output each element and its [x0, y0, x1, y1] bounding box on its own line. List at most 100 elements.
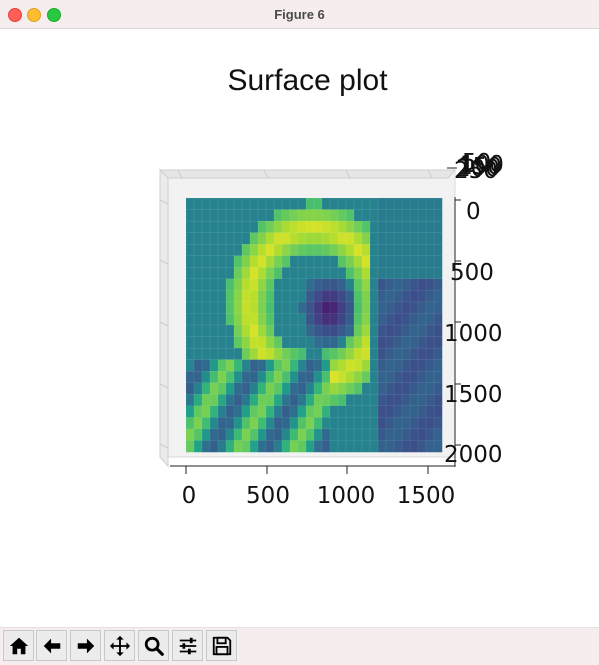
surface-cell: [217, 324, 227, 338]
surface-cell: [377, 232, 387, 245]
surface-cell: [257, 370, 267, 384]
surface-cell: [305, 324, 315, 338]
maximize-window-button[interactable]: [47, 8, 61, 22]
surface-cell: [249, 313, 259, 326]
surface-cell: [313, 440, 323, 453]
surface-cell: [353, 347, 363, 361]
surface-cell: [209, 209, 219, 222]
surface-cell: [305, 382, 315, 395]
surface-cell: [353, 243, 363, 257]
zoom-button[interactable]: [138, 630, 169, 661]
surface-cell: [241, 209, 251, 222]
surface-cell: [193, 347, 203, 361]
surface-cell: [377, 220, 387, 234]
surface-cell: [425, 347, 435, 361]
surface-cell: [377, 440, 387, 453]
configure-subplots-button[interactable]: [172, 630, 203, 661]
surface-cell: [417, 290, 427, 303]
surface-cell: [401, 313, 411, 326]
surface-cell: [377, 347, 387, 361]
surface-cell: [345, 324, 355, 338]
surface-cell: [241, 243, 251, 257]
surface-cell: [393, 232, 403, 245]
surface-cell: [329, 209, 339, 222]
surface-cell: [265, 232, 275, 245]
home-button[interactable]: [3, 630, 34, 661]
surface-cell: [345, 417, 355, 430]
surface-cell: [401, 394, 411, 407]
surface-cell: [417, 313, 427, 326]
surface-cell: [337, 394, 347, 407]
surface-cell: [433, 313, 443, 326]
close-window-button[interactable]: [8, 8, 22, 22]
surface-cell: [233, 405, 243, 418]
surface-cell: [361, 301, 371, 314]
surface-cell: [257, 220, 267, 234]
surface-cell: [393, 405, 403, 418]
surface-cell: [225, 336, 235, 349]
surface-cell: [433, 232, 443, 245]
surface-cell: [321, 382, 331, 395]
surface-cell: [433, 290, 443, 303]
surface-cell: [361, 313, 371, 326]
surface-cell: [361, 209, 371, 222]
surface-cell: [265, 267, 275, 280]
surface-cell: [417, 440, 427, 453]
surface-cell: [337, 370, 347, 384]
surface-cell: [385, 336, 395, 349]
surface-cell: [225, 347, 235, 361]
surface-cell: [305, 255, 315, 268]
surface-cell: [249, 267, 259, 280]
minimize-window-button[interactable]: [27, 8, 41, 22]
surface-cell: [377, 313, 387, 326]
surface-cell: [209, 313, 219, 326]
surface-cell: [409, 336, 419, 349]
surface-cell: [377, 382, 387, 395]
surface-cell: [257, 394, 267, 407]
surface-cell: [417, 243, 427, 257]
surface-cell: [209, 417, 219, 430]
save-button[interactable]: [206, 630, 237, 661]
surface-cell: [385, 197, 395, 211]
surface-cell: [241, 394, 251, 407]
surface-cell: [257, 267, 267, 280]
surface-cell: [209, 428, 219, 441]
surface-cell: [329, 232, 339, 245]
surface-cell: [313, 290, 323, 303]
surface-cell: [297, 359, 307, 372]
surface-cell: [193, 382, 203, 395]
surface-cell: [289, 370, 299, 384]
surface-cell: [225, 324, 235, 338]
surface-cell: [361, 267, 371, 280]
back-button[interactable]: [36, 630, 67, 661]
surface-cell: [433, 278, 443, 291]
surface-cell: [209, 382, 219, 395]
surface-cell: [289, 336, 299, 349]
surface-cell: [417, 370, 427, 384]
surface-cell: [353, 220, 363, 234]
surface-cell: [209, 336, 219, 349]
surface-cell: [289, 440, 299, 453]
surface-cell: [305, 359, 315, 372]
surface-cell: [433, 370, 443, 384]
surface-cell: [281, 336, 291, 349]
surface-cell: [321, 405, 331, 418]
surface-cell: [257, 347, 267, 361]
surface-cell: [225, 382, 235, 395]
surface-cell: [313, 417, 323, 430]
pan-button[interactable]: [104, 630, 135, 661]
surface-cell: [305, 313, 315, 326]
surface-cell: [305, 243, 315, 257]
surface-cell: [377, 359, 387, 372]
surface-cell: [417, 209, 427, 222]
surface-cell: [329, 405, 339, 418]
surface-cell: [425, 405, 435, 418]
surface-cell: [345, 336, 355, 349]
forward-button[interactable]: [70, 630, 101, 661]
surface-cell: [321, 324, 331, 338]
surface-cell: [425, 324, 435, 338]
surface-cell: [369, 440, 379, 453]
surface-plot[interactable]: 0 500 1000 1500 2000 0 500 1000 1500 250…: [0, 0, 599, 627]
surface-cell: [337, 382, 347, 395]
surface-cell: [233, 336, 243, 349]
